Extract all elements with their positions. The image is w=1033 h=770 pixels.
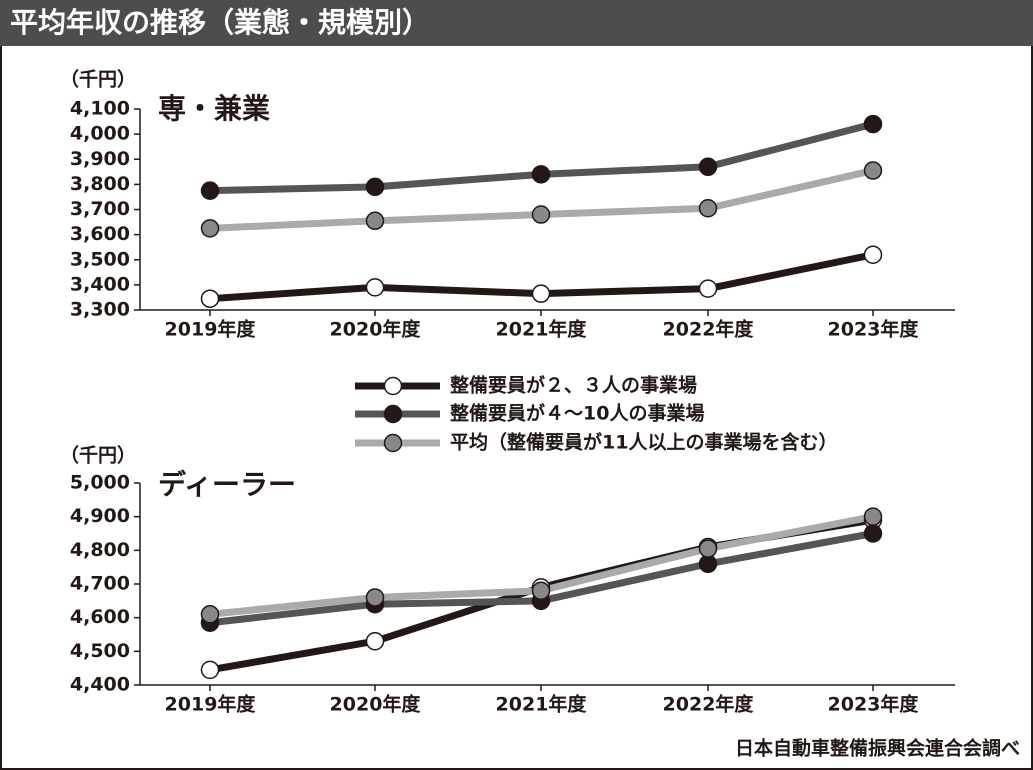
data-point bbox=[698, 539, 718, 558]
y-axis-unit: （千円） bbox=[60, 444, 136, 467]
y-tick-label: 3,600 bbox=[70, 223, 130, 245]
x-tick-label: 2023年度 bbox=[828, 693, 920, 716]
legend-label: 平均（整備要員が11人以上の事業場を含む） bbox=[450, 431, 837, 454]
y-tick-label: 4,900 bbox=[70, 505, 130, 527]
data-point bbox=[863, 161, 883, 180]
data-point bbox=[698, 198, 718, 218]
y-tick-label: 3,900 bbox=[70, 148, 130, 170]
data-point bbox=[531, 165, 551, 184]
source-note: 日本自動車整備振興会連合会調べ bbox=[735, 737, 1020, 760]
data-point bbox=[200, 660, 220, 680]
data-point bbox=[365, 278, 385, 297]
data-point bbox=[531, 205, 551, 224]
data-point bbox=[365, 588, 385, 607]
legend-label: 整備要員が２、３人の事業場 bbox=[450, 374, 697, 397]
data-point bbox=[200, 289, 220, 308]
data-point bbox=[863, 114, 883, 134]
y-tick-label: 3,400 bbox=[70, 273, 130, 295]
data-point bbox=[698, 279, 718, 298]
chart-title: 専・兼業 bbox=[158, 92, 270, 125]
y-tick-label: 3,500 bbox=[70, 248, 130, 270]
legend-marker bbox=[383, 433, 403, 453]
x-tick-label: 2022年度 bbox=[663, 318, 755, 341]
legend-label: 整備要員が４～10人の事業場 bbox=[450, 402, 704, 425]
y-axis-unit: （千円） bbox=[60, 68, 136, 91]
data-point bbox=[863, 507, 883, 526]
x-tick-label: 2021年度 bbox=[496, 693, 588, 716]
x-tick-label: 2022年度 bbox=[663, 693, 755, 716]
data-point bbox=[365, 631, 385, 651]
x-tick-label: 2021年度 bbox=[496, 318, 588, 341]
x-tick-label: 2020年度 bbox=[330, 693, 422, 716]
y-tick-label: 4,100 bbox=[70, 98, 130, 120]
x-tick-label: 2019年度 bbox=[165, 693, 257, 716]
data-point bbox=[531, 581, 551, 600]
y-tick-label: 4,400 bbox=[70, 674, 130, 696]
x-tick-label: 2023年度 bbox=[828, 318, 920, 341]
data-point bbox=[200, 219, 220, 238]
data-point bbox=[365, 177, 385, 197]
data-point bbox=[200, 181, 220, 200]
y-tick-label: 4,000 bbox=[70, 123, 130, 145]
y-tick-label: 5,000 bbox=[70, 472, 130, 494]
y-tick-label: 4,500 bbox=[70, 640, 130, 662]
data-point bbox=[365, 211, 385, 231]
page-title: 平均年収の推移（業態・規模別） bbox=[10, 6, 430, 39]
data-point bbox=[863, 524, 883, 543]
chart-title: ディーラー bbox=[158, 468, 296, 501]
data-point bbox=[531, 284, 551, 303]
y-tick-label: 3,700 bbox=[70, 198, 130, 220]
y-tick-label: 3,800 bbox=[70, 173, 130, 195]
data-point bbox=[200, 605, 220, 624]
x-tick-label: 2020年度 bbox=[330, 318, 422, 341]
data-point bbox=[698, 157, 718, 177]
legend-marker bbox=[383, 404, 403, 424]
legend-marker bbox=[383, 376, 403, 396]
y-tick-label: 3,300 bbox=[70, 299, 130, 321]
y-tick-label: 4,600 bbox=[70, 606, 130, 628]
y-tick-label: 4,800 bbox=[70, 539, 130, 561]
y-tick-label: 4,700 bbox=[70, 573, 130, 595]
data-point bbox=[863, 245, 883, 264]
header-bar bbox=[0, 0, 1033, 46]
x-tick-label: 2019年度 bbox=[165, 318, 257, 341]
